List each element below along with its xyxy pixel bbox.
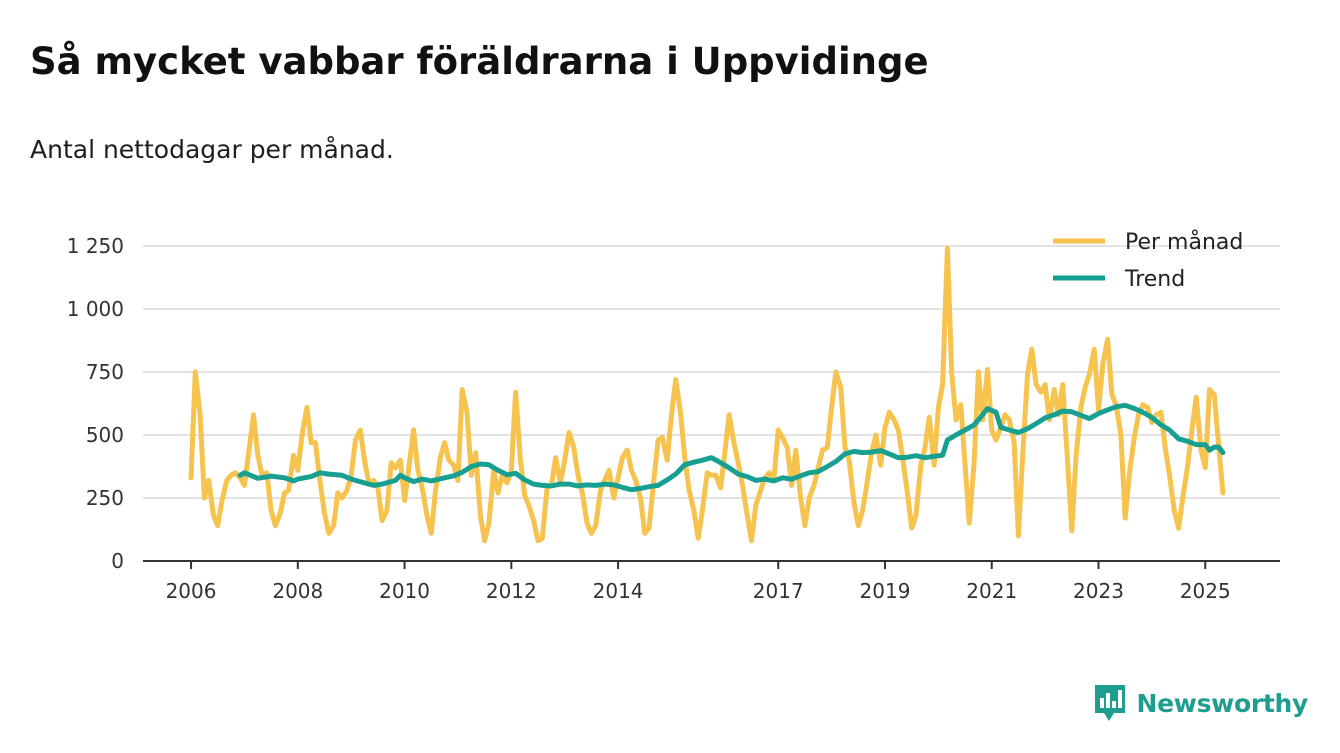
x-tick-label: 2014 (593, 579, 644, 603)
chart-subtitle: Antal nettodagar per månad. (30, 135, 394, 164)
y-tick-label: 500 (86, 423, 124, 447)
x-tick-label: 2010 (379, 579, 430, 603)
y-tick-label: 1 250 (67, 234, 124, 258)
y-tick-label: 750 (86, 360, 124, 384)
newsworthy-logo-icon (1094, 685, 1125, 721)
x-tick-label: 2021 (966, 579, 1017, 603)
x-tick-label: 2019 (860, 579, 911, 603)
x-tick-label: 2025 (1180, 579, 1231, 603)
brand-logo: Newsworthy (1093, 683, 1309, 723)
y-tick-label: 1 000 (67, 297, 124, 321)
legend-label: Trend (1124, 267, 1185, 292)
legend-label: Per månad (1125, 229, 1243, 255)
series-lines (188, 246, 1226, 544)
grid-lines (143, 245, 1280, 562)
x-tick-label: 2023 (1073, 579, 1124, 603)
y-tick-label: 0 (111, 549, 124, 573)
x-axis-ticks: 2006 2008 2010 2012 2014 2017 2019 2021 2023 2025 (166, 561, 1231, 603)
chart-title: Så mycket vabbar föräldrarna i Uppviding… (30, 40, 929, 83)
brand-name: Newsworthy (1136, 688, 1309, 718)
y-tick-label: 250 (86, 486, 124, 510)
series-line-per-manad (188, 246, 1226, 544)
x-tick-label: 2017 (753, 579, 804, 603)
y-axis-ticks: 0 250 500 750 1 000 1 250 (67, 234, 124, 573)
x-tick-label: 2006 (166, 579, 217, 603)
series-line-trend (237, 402, 1226, 493)
legend: Per månad Trend (1053, 229, 1243, 292)
line-chart: 0 250 500 750 1 000 1 250 2006 2008 2010 2012 201… (67, 229, 1280, 603)
x-tick-label: 2008 (272, 579, 323, 603)
x-tick-label: 2012 (486, 579, 537, 603)
